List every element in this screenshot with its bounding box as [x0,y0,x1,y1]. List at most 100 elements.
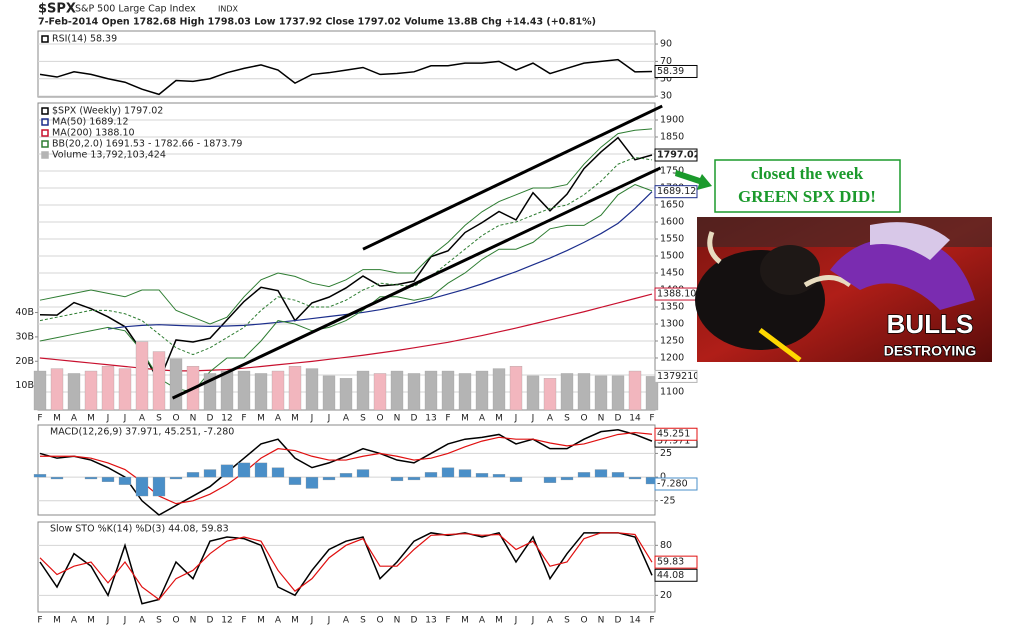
x-tick-label: 14 [629,616,641,626]
x-tick-label: J [514,414,518,424]
y-tick-label: 1350 [660,301,684,312]
x-tick-label: D [411,414,418,424]
y-tick-label: 1900 [660,114,684,125]
bar [118,368,132,411]
bar [492,474,506,478]
bar [441,370,455,411]
x-tick-label: J [123,616,127,626]
symbol: $SPX [38,2,76,17]
y-tick-label: 1650 [660,199,684,210]
legend-swatch [41,151,49,159]
bar [390,370,404,411]
legend-entry: $SPX (Weekly) 1797.02 [52,106,163,117]
value-label: 59.83 [657,557,684,568]
legend-entry: MA(50) 1689.12 [52,117,129,128]
x-tick-label: 12 [221,616,232,626]
y-tick-label: 1100 [660,386,684,397]
bar [322,476,336,481]
x-tick-label: S [156,414,162,424]
y2-tick-label: 40B [15,307,34,318]
x-tick-label: A [139,616,146,626]
x-tick-label: F [445,616,450,626]
x-tick-label: D [411,616,418,626]
y-tick-label: 1500 [660,250,684,261]
x-tick-label: D [615,616,622,626]
x-tick-label: J [327,414,331,424]
bar [203,469,217,478]
x-tick-label: N [598,414,605,424]
bar [611,375,625,411]
x-tick-label: N [598,616,605,626]
bar [594,469,608,478]
bull-image: BULLS DESTROYING [695,217,992,362]
series-line [39,128,653,325]
bar [50,476,64,480]
bar [628,370,642,411]
bar [254,373,268,411]
x-tick-label: M [495,414,503,424]
x-tick-label: M [461,616,469,626]
bar [560,476,574,481]
x-tick-label: M [495,616,503,626]
value-label: 1797.02 [657,150,700,161]
bar [424,370,438,411]
value-label: 1689.12 [657,186,696,197]
x-tick-label: S [360,616,366,626]
bar [407,476,421,481]
index-name: S&P 500 Large Cap Index [75,4,196,15]
x-tick-label: F [649,414,654,424]
value-label: 1388.10 [657,289,696,300]
value-label: 58.39 [657,66,684,77]
y-tick-label: 1600 [660,216,684,227]
x-tick-label: F [37,414,42,424]
panel-frame [37,424,656,516]
bar [84,476,98,480]
legend-swatch [41,118,49,126]
bar [322,375,336,411]
x-tick-label: J [531,414,535,424]
bar [509,365,523,411]
quote-line: 7-Feb-2014 Open 1782.68 High 1798.03 Low… [38,17,596,28]
x-tick-label: N [394,414,401,424]
y2-tick-label: 10B [15,380,34,391]
x-tick-label: S [564,616,570,626]
x-tick-label: J [106,414,110,424]
y-tick-label: 20 [660,590,672,601]
y-tick-label: -25 [660,495,676,506]
bar [169,476,183,480]
x-tick-label: M [53,616,61,626]
x-tick-label: J [531,616,535,626]
y2-tick-label: 30B [15,331,34,342]
value-box [654,148,698,162]
x-tick-label: A [343,616,350,626]
bar [339,473,353,478]
bar [492,368,506,411]
note-line: GREEN SPX DID! [738,187,876,206]
bar [356,469,370,478]
bar [441,467,455,478]
y-tick-label: 1300 [660,318,684,329]
panel-frame [37,30,656,98]
bar [560,373,574,411]
x-tick-label: 12 [221,414,232,424]
value-box [654,427,698,441]
x-tick-label: N [394,616,401,626]
bar [84,370,98,411]
series-line [39,532,653,601]
value-box [654,369,698,383]
bar [475,370,489,411]
x-tick-label: A [71,414,78,424]
bar [254,462,268,478]
bar [67,373,81,411]
bar [543,378,557,411]
trendline [171,166,662,400]
x-tick-label: J [310,414,314,424]
bar [169,358,183,411]
x-tick-label: A [71,616,78,626]
x-tick-label: O [172,616,179,626]
bar [356,370,370,411]
x-tick-label: O [580,414,587,424]
image-text: BULLS [887,309,974,339]
